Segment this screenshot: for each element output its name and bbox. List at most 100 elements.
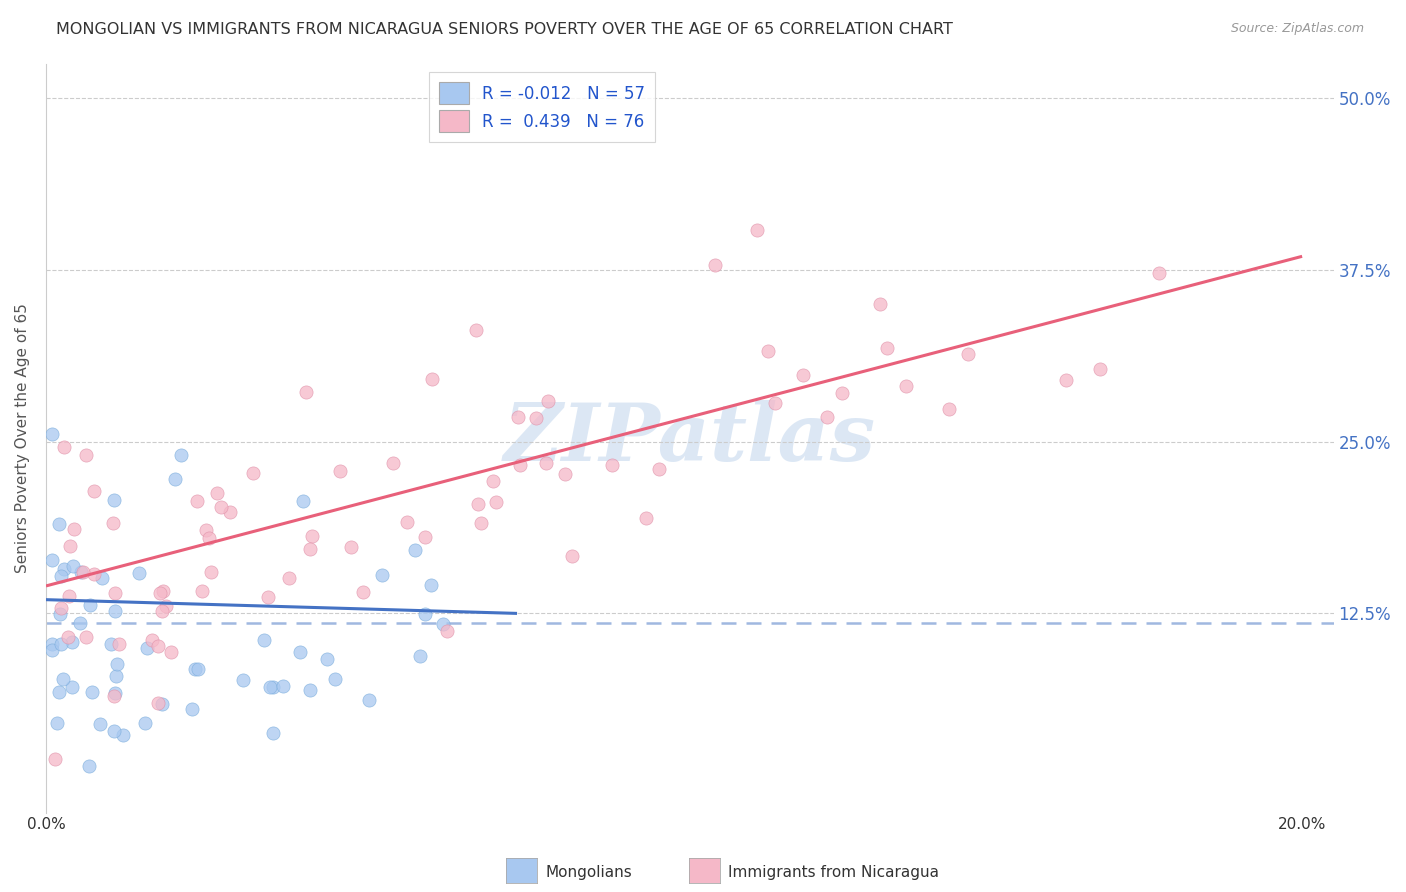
Point [48,516,70,531]
Point [104,586,127,600]
Point [420,372,443,386]
Point [470,516,492,530]
Point [83,567,105,582]
Point [277,571,299,585]
Point [756,344,779,359]
Point [163,472,186,486]
Point [482,474,505,488]
Point [52,673,75,687]
Point [103,689,125,703]
Point [155,599,177,614]
Point [59,539,82,553]
Point [146,697,169,711]
Point [432,617,454,632]
Point [101,516,124,530]
Point [316,651,339,665]
Point [232,673,254,687]
Point [149,585,172,599]
Point [104,604,127,618]
Point [41,427,63,442]
Point [152,584,174,599]
Point [703,258,725,272]
Point [49,637,72,651]
Point [200,565,222,579]
Point [600,458,623,473]
Point [75,448,97,462]
Point [105,668,128,682]
Point [197,531,219,545]
Point [51,569,73,583]
Text: MONGOLIAN VS IMMIGRANTS FROM NICARAGUA SENIORS POVERTY OVER THE AGE OF 65 CORREL: MONGOLIAN VS IMMIGRANTS FROM NICARAGUA S… [56,22,953,37]
Point [415,530,437,544]
Point [146,639,169,653]
Point [409,648,432,663]
Point [259,680,281,694]
Point [49,607,72,621]
Text: Mongolians: Mongolians [546,865,633,880]
Point [219,505,242,519]
Point [194,523,217,537]
Point [79,599,101,613]
Point [108,637,131,651]
Point [46,716,69,731]
Point [209,500,232,514]
Point [105,657,128,672]
Point [70,565,93,579]
Text: Immigrants from Nicaragua: Immigrants from Nicaragua [728,865,939,880]
Point [404,543,426,558]
Text: ZIPatlas: ZIPatlas [503,400,876,477]
Point [191,584,214,599]
Point [51,601,73,615]
Point [62,558,84,573]
Point [352,585,374,599]
Point [288,644,311,658]
Point [301,529,323,543]
Point [56,630,79,644]
Point [815,410,838,425]
Point [181,702,204,716]
Point [72,566,94,580]
Point [467,497,489,511]
Point [299,542,322,557]
Point [186,493,208,508]
Point [359,693,381,707]
Point [160,645,183,659]
Point [465,323,488,337]
Point [141,632,163,647]
Point [80,684,103,698]
Point [187,662,209,676]
Point [506,410,529,425]
Point [150,697,173,711]
Point [896,379,918,393]
Point [262,726,284,740]
Point [253,632,276,647]
Point [371,567,394,582]
Point [112,728,135,742]
Point [876,341,898,355]
Point [91,571,114,585]
Point [44,751,66,765]
Point [58,589,80,603]
Point [413,607,436,622]
Text: Source: ZipAtlas.com: Source: ZipAtlas.com [1230,22,1364,36]
Point [103,724,125,739]
Point [69,615,91,630]
Point [340,540,363,554]
Point [537,394,560,409]
Point [104,686,127,700]
Point [207,486,229,500]
Point [648,461,671,475]
Point [291,493,314,508]
Point [100,636,122,650]
Point [128,566,150,581]
Point [63,522,86,536]
Point [60,635,83,649]
Point [534,456,557,470]
Point [553,467,575,481]
Point [792,368,814,383]
Point [831,385,853,400]
Point [169,448,191,462]
Point [48,684,70,698]
Point [1088,362,1111,376]
Point [41,642,63,657]
